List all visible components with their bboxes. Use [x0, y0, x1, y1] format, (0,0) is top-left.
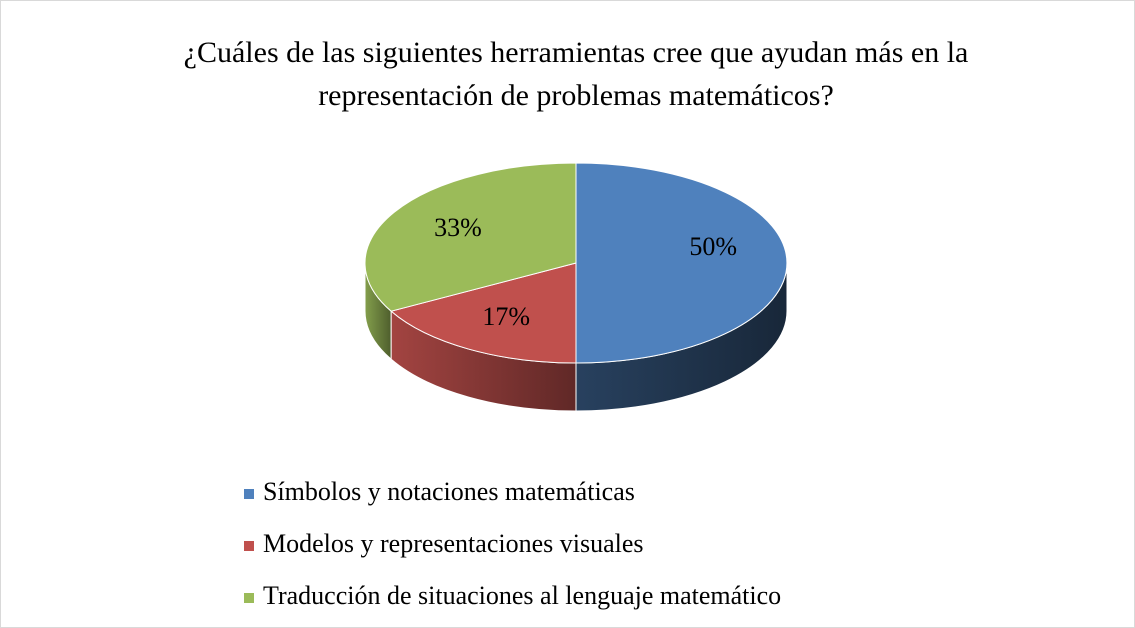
chart-title: ¿Cuáles de las siguientes herramientas c…	[183, 36, 969, 112]
legend-swatch	[244, 593, 254, 603]
pie-slice	[364, 162, 577, 312]
legend-label: Modelos y representaciones visuales	[263, 529, 644, 558]
data-label: 50%	[689, 232, 737, 261]
legend-swatch	[244, 489, 254, 499]
pie-slice	[390, 262, 577, 364]
pie-slice	[575, 162, 788, 364]
legend-label: Traducción de situaciones al lenguaje ma…	[263, 581, 781, 610]
legend-swatch	[244, 541, 254, 551]
legend-label: Símbolos y notaciones matemáticas	[263, 477, 635, 506]
data-label: 33%	[434, 213, 482, 242]
data-label: 17%	[482, 302, 530, 331]
